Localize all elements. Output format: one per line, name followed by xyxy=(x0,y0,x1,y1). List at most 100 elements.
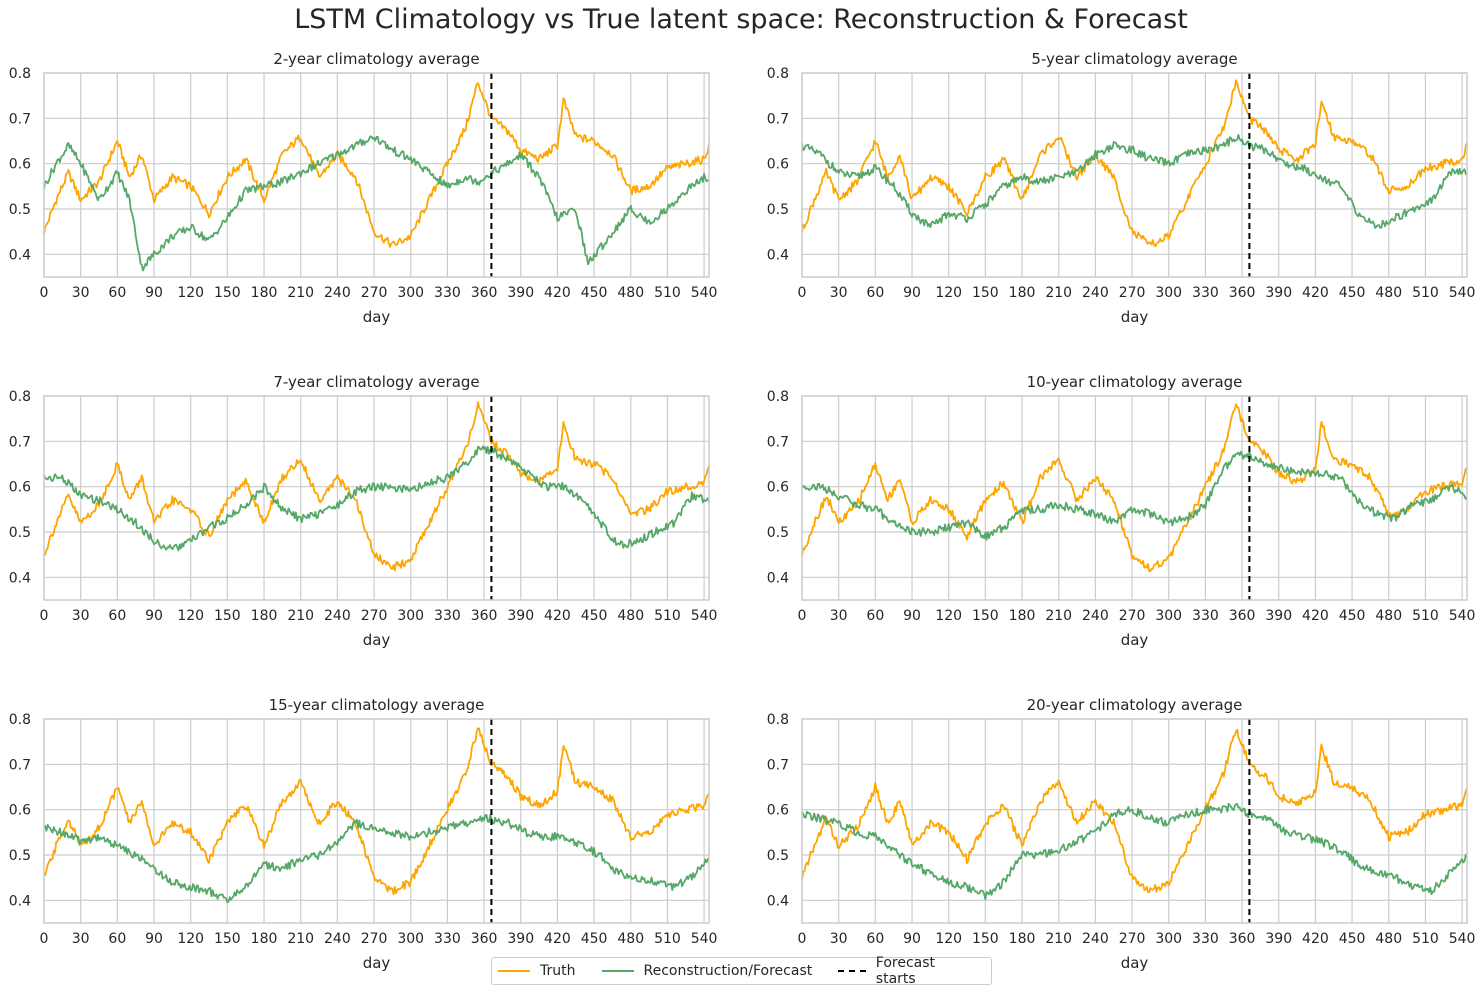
x-tick-label: 150 xyxy=(972,608,999,624)
x-tick-label: 480 xyxy=(617,931,644,947)
x-axis-label: day xyxy=(363,631,391,649)
series-line-truth xyxy=(801,403,1468,572)
x-tick-label: 510 xyxy=(654,931,681,947)
x-tick-label: 90 xyxy=(145,285,163,301)
legend-label-forecast: Forecast starts xyxy=(875,955,936,987)
x-tick-label: 330 xyxy=(434,285,461,301)
series-line-reconstruction xyxy=(43,135,710,272)
x-tick-label: 30 xyxy=(72,285,90,301)
x-axis-label: day xyxy=(1121,954,1149,972)
y-tick-label: 0.5 xyxy=(9,525,31,541)
legend-item-forecast: Forecast starts xyxy=(838,955,965,987)
y-tick-label: 0.7 xyxy=(767,111,789,127)
x-tick-label: 480 xyxy=(617,285,644,301)
legend-swatch-truth xyxy=(498,970,530,972)
x-tick-label: 210 xyxy=(1045,608,1072,624)
series-line-truth xyxy=(43,82,710,248)
x-tick-label: 360 xyxy=(471,285,498,301)
x-tick-label: 0 xyxy=(798,931,807,947)
x-tick-label: 0 xyxy=(40,285,49,301)
x-tick-label: 30 xyxy=(830,931,848,947)
x-tick-label: 120 xyxy=(935,931,962,947)
x-tick-label: 30 xyxy=(72,608,90,624)
x-tick-label: 30 xyxy=(830,285,848,301)
chart-panel-6: 0 30 60 90 120 150 180 210 240 270 300 330 360 390 420… xyxy=(767,696,1476,972)
x-tick-label: 180 xyxy=(1009,931,1036,947)
x-tick-label: 30 xyxy=(72,931,90,947)
x-tick-label: 300 xyxy=(1155,931,1182,947)
x-tick-label: 210 xyxy=(1045,285,1072,301)
plot-frame xyxy=(43,72,710,278)
x-tick-label: 240 xyxy=(1082,931,1109,947)
x-tick-label: 240 xyxy=(324,285,351,301)
y-tick-label: 0.8 xyxy=(767,389,789,405)
y-tick-label: 0.6 xyxy=(767,157,789,173)
x-tick-label: 150 xyxy=(972,285,999,301)
x-axis-label: day xyxy=(1121,631,1149,649)
chart-panel-2: 0 30 60 90 120 150 180 210 240 270 300 330 360 390 420… xyxy=(767,50,1476,326)
x-tick-label: 510 xyxy=(1412,285,1439,301)
x-tick-label: 330 xyxy=(1192,931,1219,947)
x-tick-label: 240 xyxy=(324,608,351,624)
legend-swatch-forecast xyxy=(838,970,866,972)
x-tick-label: 270 xyxy=(1119,285,1146,301)
y-tick-label: 0.6 xyxy=(9,157,31,173)
x-tick-label: 90 xyxy=(145,608,163,624)
series-line-truth xyxy=(801,79,1468,248)
x-tick-label: 120 xyxy=(177,608,204,624)
x-tick-label: 390 xyxy=(507,285,534,301)
x-tick-label: 240 xyxy=(324,931,351,947)
y-tick-label: 0.5 xyxy=(9,848,31,864)
chart-panel-5: 0 30 60 90 120 150 180 210 240 270 300 330 360 390 420… xyxy=(9,696,718,972)
x-tick-label: 330 xyxy=(434,608,461,624)
x-tick-label: 420 xyxy=(544,608,571,624)
x-tick-label: 450 xyxy=(1339,285,1366,301)
x-tick-label: 450 xyxy=(581,285,608,301)
x-tick-label: 420 xyxy=(544,931,571,947)
y-tick-label: 0.4 xyxy=(767,570,789,586)
y-tick-label: 0.7 xyxy=(9,757,31,773)
x-tick-label: 510 xyxy=(654,285,681,301)
y-tick-label: 0.7 xyxy=(9,434,31,450)
x-tick-label: 0 xyxy=(798,608,807,624)
panel-title: 2-year climatology average xyxy=(273,50,479,68)
x-tick-label: 420 xyxy=(1302,608,1329,624)
plot-frame xyxy=(43,718,710,924)
y-tick-label: 0.5 xyxy=(767,202,789,218)
plot-frame xyxy=(801,72,1468,278)
x-tick-label: 360 xyxy=(1229,608,1256,624)
x-tick-label: 300 xyxy=(1155,608,1182,624)
legend-swatch-recon xyxy=(601,970,634,972)
x-tick-label: 210 xyxy=(287,608,314,624)
x-tick-label: 360 xyxy=(1229,931,1256,947)
x-tick-label: 360 xyxy=(471,608,498,624)
x-tick-label: 0 xyxy=(40,931,49,947)
x-tick-label: 60 xyxy=(108,931,126,947)
x-tick-label: 240 xyxy=(1082,608,1109,624)
x-tick-label: 210 xyxy=(287,931,314,947)
x-tick-label: 540 xyxy=(1449,608,1476,624)
x-tick-label: 60 xyxy=(866,931,884,947)
x-tick-label: 210 xyxy=(287,285,314,301)
y-tick-label: 0.8 xyxy=(767,66,789,82)
x-tick-label: 420 xyxy=(544,285,571,301)
series-line-truth xyxy=(43,727,710,896)
panel-title: 5-year climatology average xyxy=(1031,50,1237,68)
x-tick-label: 180 xyxy=(251,285,278,301)
y-tick-label: 0.5 xyxy=(767,848,789,864)
y-tick-label: 0.6 xyxy=(9,803,31,819)
x-tick-label: 0 xyxy=(40,608,49,624)
panel-title: 7-year climatology average xyxy=(273,373,479,391)
x-tick-label: 300 xyxy=(397,608,424,624)
x-tick-label: 150 xyxy=(214,608,241,624)
y-tick-label: 0.7 xyxy=(767,757,789,773)
x-tick-label: 360 xyxy=(1229,285,1256,301)
x-tick-label: 270 xyxy=(1119,931,1146,947)
y-tick-label: 0.4 xyxy=(9,893,31,909)
y-tick-label: 0.8 xyxy=(9,712,31,728)
plot-frame xyxy=(43,395,710,601)
x-tick-label: 510 xyxy=(654,608,681,624)
x-tick-label: 540 xyxy=(691,285,718,301)
x-tick-label: 480 xyxy=(1375,931,1402,947)
